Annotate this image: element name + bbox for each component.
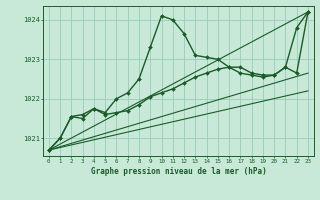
X-axis label: Graphe pression niveau de la mer (hPa): Graphe pression niveau de la mer (hPa) bbox=[91, 167, 266, 176]
